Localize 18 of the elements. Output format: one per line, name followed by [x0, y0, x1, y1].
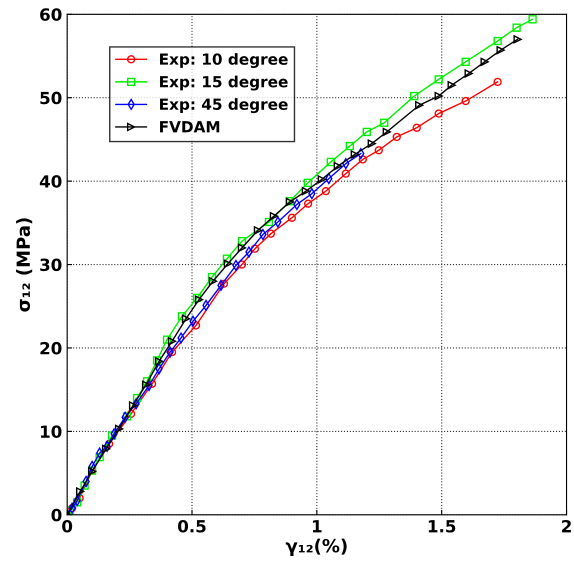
y-tick-label: 0: [51, 508, 62, 522]
legend-label: Exp: 45 degree: [160, 98, 288, 114]
x-tick-label: 2: [562, 520, 571, 532]
legend-label: FVDAM: [160, 121, 220, 132]
y-tick-label: 50: [40, 92, 62, 104]
x-tick-label: 1.5: [428, 520, 456, 533]
x-axis-title: γ₁₂(%): [286, 538, 347, 556]
y-tick-label: 30: [40, 258, 62, 272]
x-tick-label: 0.5: [178, 520, 206, 533]
y-axis-title: σ₁₂ (MPa): [16, 218, 32, 312]
legend-label: Exp: 15 degree: [160, 76, 288, 91]
y-tick-label: 60: [40, 8, 62, 21]
y-tick-label: 20: [40, 342, 62, 355]
y-tick-label: 10: [40, 425, 62, 438]
x-tick-label: 0: [62, 520, 72, 533]
legend-label: Exp: 10 degree: [160, 53, 288, 68]
y-tick-label: 40: [40, 175, 62, 188]
x-tick-label: 1: [312, 520, 322, 532]
